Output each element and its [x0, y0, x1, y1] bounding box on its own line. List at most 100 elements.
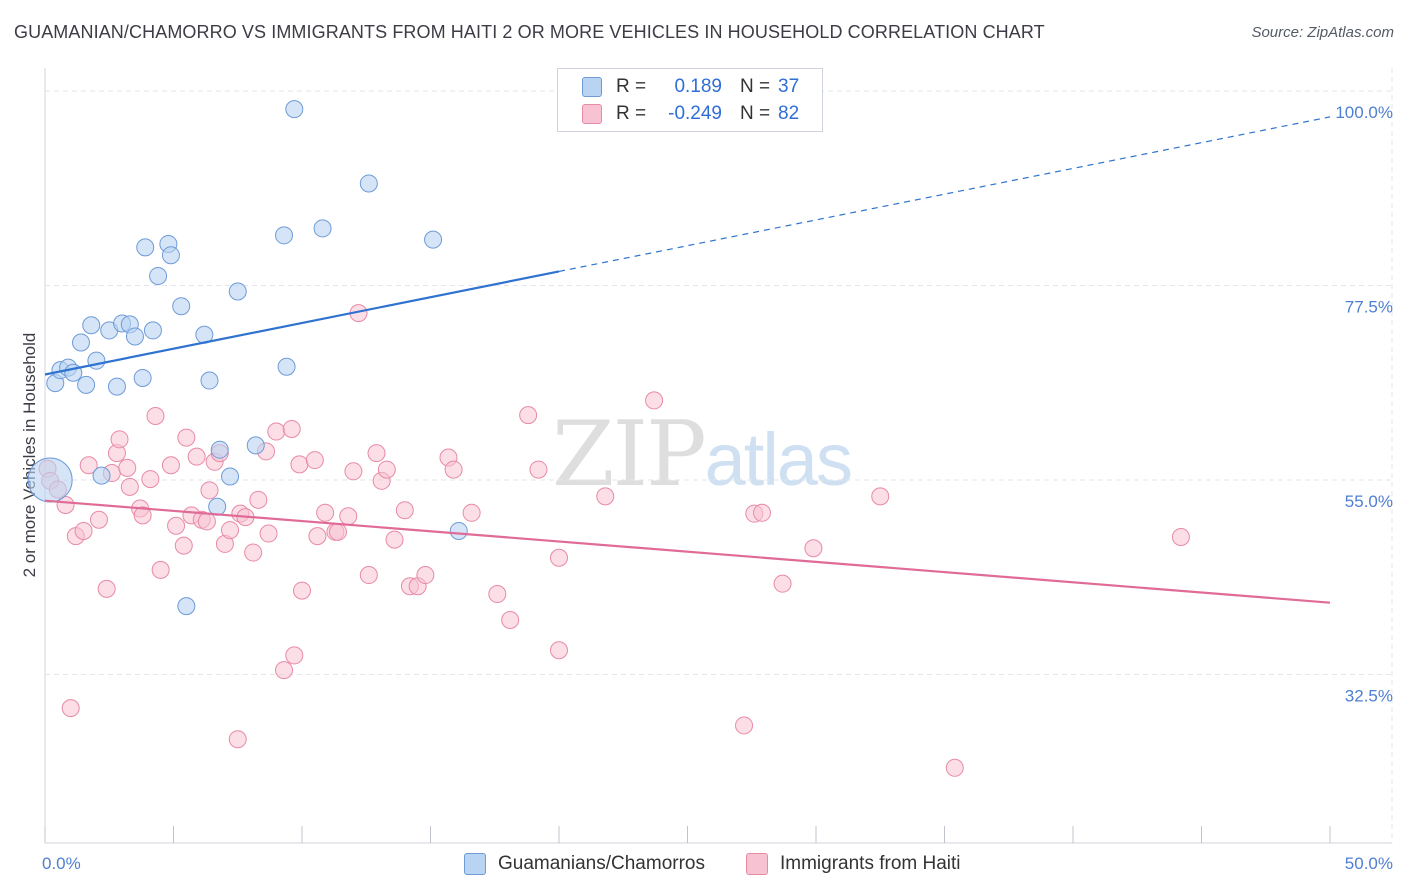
haiti-point	[488, 585, 507, 604]
guamanian-point	[143, 321, 162, 340]
haiti-point	[293, 581, 311, 600]
haiti-point	[773, 574, 792, 593]
legend-n-label: N =	[740, 76, 771, 97]
haiti-point	[344, 462, 363, 481]
watermark-atlas: atlas	[704, 418, 853, 501]
haiti-point	[462, 503, 481, 522]
haiti-point	[804, 539, 823, 558]
watermark-zip: ZIP	[552, 402, 707, 507]
haiti-point	[244, 543, 263, 562]
guamanian-point	[71, 333, 90, 352]
legend-r-value: -0.249	[668, 103, 722, 124]
bottom-legend-label: Immigrants from Haiti	[780, 853, 961, 874]
haiti-trend-line	[44, 499, 1331, 604]
series-haiti-points	[38, 304, 1190, 777]
x-tick-label: 50.0%	[1345, 854, 1393, 873]
haiti-point	[753, 503, 772, 522]
guamanian-point	[136, 238, 155, 257]
haiti-point	[596, 487, 615, 506]
haiti-point	[377, 460, 396, 479]
bottom-legend-label: Guamanians/Chamorros	[498, 853, 705, 874]
guamanian-point	[125, 327, 144, 346]
bottom-legend-guamanian: Guamanians/Chamorros	[464, 852, 705, 876]
guamanian-point	[221, 467, 240, 486]
haiti-point	[197, 512, 216, 531]
guamanian-point	[210, 440, 229, 459]
correlation-legend: R = 0.189 N = 37 R = -0.249 N = 82	[557, 68, 823, 132]
haiti-point	[110, 430, 129, 449]
haiti-point	[385, 530, 404, 549]
haiti-point	[550, 641, 568, 660]
watermark: ZIPatlas	[552, 402, 853, 507]
guamanian-point	[285, 100, 304, 119]
haiti-point	[282, 419, 301, 438]
y-tick-label: 55.0%	[1345, 492, 1393, 511]
guamanian-point	[77, 375, 96, 394]
haiti-point	[120, 477, 139, 496]
legend-swatch-blue	[582, 77, 602, 97]
haiti-point	[550, 548, 568, 567]
haiti-point	[416, 566, 435, 585]
haiti-point	[275, 661, 294, 680]
bottom-legend-swatch-blue	[464, 853, 486, 875]
haiti-point	[328, 522, 347, 541]
haiti-point	[359, 566, 378, 585]
guamanian-trend-extension	[558, 116, 1331, 273]
haiti-point	[79, 456, 98, 475]
gridlines	[45, 68, 1393, 843]
legend-r-label: R =	[616, 103, 647, 124]
haiti-point	[61, 699, 80, 718]
legend-n-value: 37	[778, 76, 800, 97]
haiti-point	[161, 456, 180, 475]
legend-row-haiti: R = -0.249 N = 82	[582, 101, 799, 127]
haiti-point	[290, 455, 309, 474]
guamanian-point	[133, 368, 152, 387]
legend-n-value: 82	[778, 103, 800, 124]
x-tick-label: 0.0%	[42, 854, 81, 873]
haiti-point	[259, 524, 278, 543]
guamanian-point	[200, 371, 219, 390]
legend-r-label: R =	[616, 76, 647, 97]
haiti-point	[174, 536, 193, 555]
haiti-point	[529, 460, 548, 479]
haiti-point	[118, 458, 137, 477]
haiti-point	[200, 481, 219, 500]
guamanian-point	[277, 357, 296, 376]
haiti-point	[519, 406, 538, 425]
haiti-point	[305, 451, 324, 470]
haiti-point	[187, 447, 206, 466]
guamanian-trend-line	[44, 270, 560, 376]
haiti-point	[285, 646, 304, 665]
y-tick-label: 100.0%	[1335, 103, 1393, 122]
trend-lines	[44, 116, 1331, 604]
haiti-point	[177, 428, 196, 447]
guamanian-point	[228, 282, 247, 301]
source-label: Source: ZipAtlas.com	[1251, 24, 1394, 41]
guamanian-point	[313, 219, 332, 238]
haiti-point	[89, 510, 108, 529]
guamanian-point	[177, 597, 196, 616]
haiti-point	[97, 579, 116, 598]
haiti-point	[267, 422, 286, 441]
guamanian-point	[275, 226, 294, 245]
legend-swatch-pink	[582, 104, 602, 124]
haiti-point	[444, 460, 463, 479]
haiti-point	[871, 487, 890, 506]
legend-n-label: N =	[740, 103, 771, 124]
series-guamanian-points	[27, 100, 468, 616]
haiti-point	[167, 516, 186, 535]
haiti-point	[151, 560, 170, 579]
legend-row-guamanian: R = 0.189 N = 37	[582, 74, 799, 100]
axes	[44, 68, 1392, 844]
haiti-point	[645, 391, 664, 410]
haiti-point	[74, 521, 93, 540]
haiti-point	[395, 501, 414, 520]
haiti-point	[735, 716, 754, 735]
guamanian-point	[172, 297, 191, 316]
y-tick-label: 77.5%	[1345, 297, 1393, 316]
guamanian-point	[208, 497, 227, 516]
haiti-point	[249, 490, 268, 509]
guamanian-point	[149, 266, 168, 285]
haiti-point	[221, 521, 240, 540]
